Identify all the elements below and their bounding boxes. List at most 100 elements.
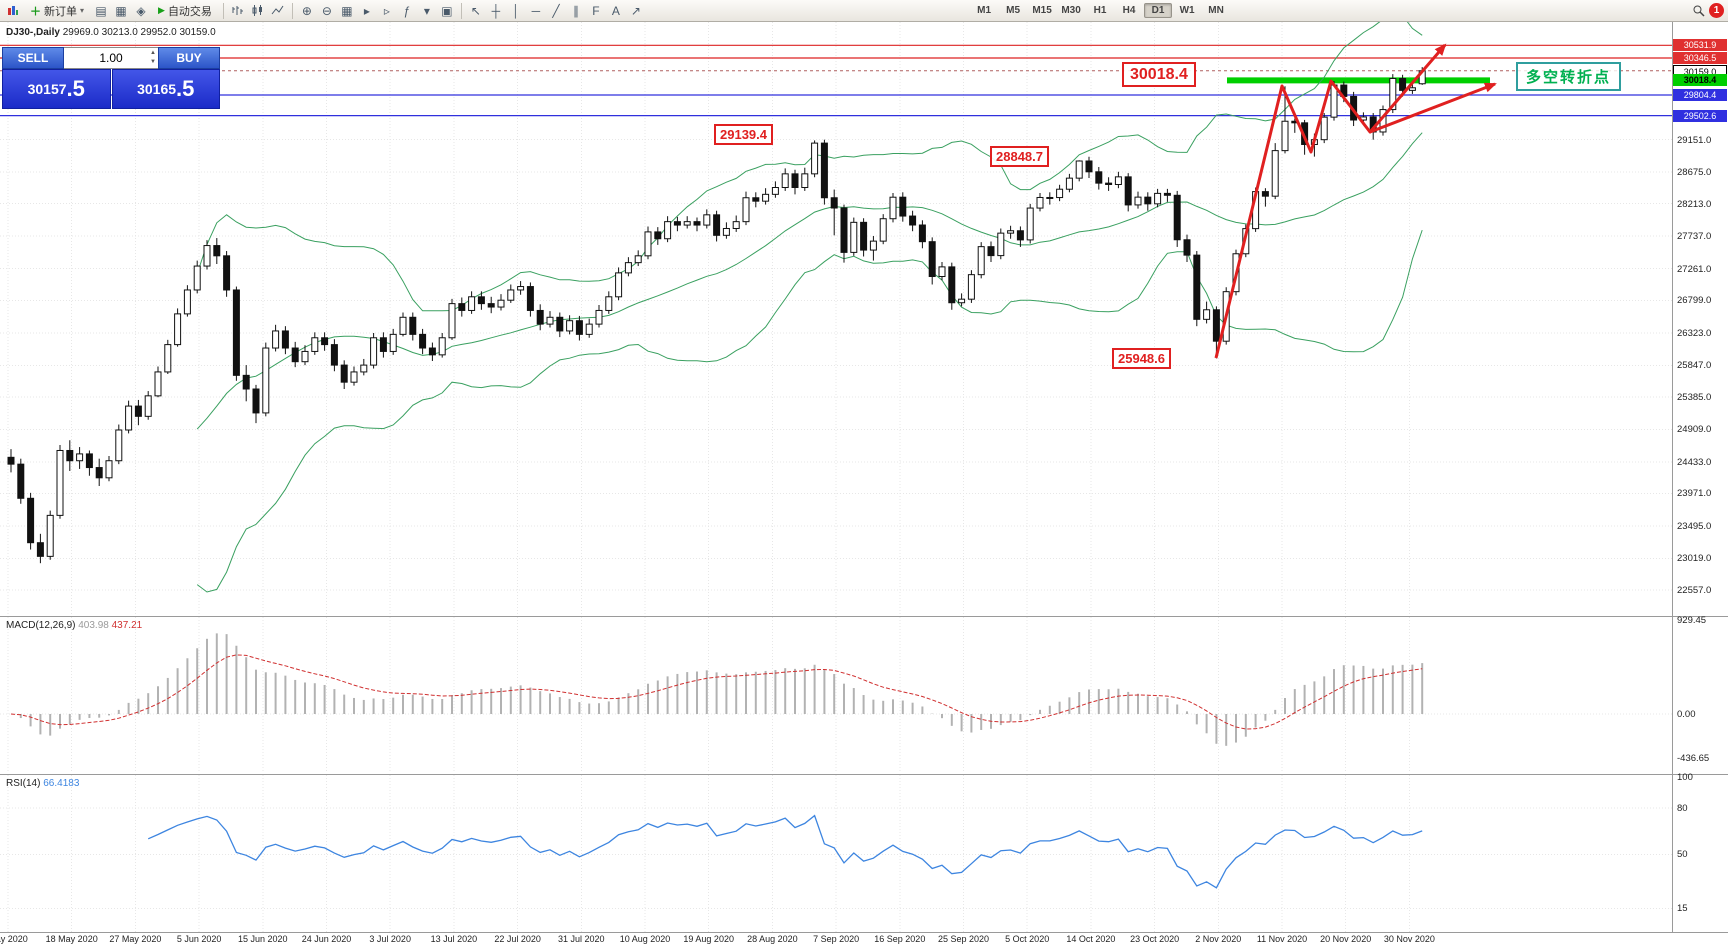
channel-icon[interactable]: ∥ (572, 3, 579, 18)
notification-badge[interactable]: 1 (1709, 3, 1724, 18)
templates-icon[interactable]: ▣ (441, 3, 453, 18)
spinner-down-icon[interactable]: ▼ (150, 59, 156, 65)
volume-spinner[interactable]: ▲ ▼ (150, 49, 156, 67)
volume-input[interactable]: 1.00 ▲ ▼ (64, 47, 158, 69)
price-tag-blue: 29804.4 (1673, 88, 1727, 101)
indicators-icon[interactable]: ƒ (403, 3, 411, 18)
price-axis-label: 25385.0 (1677, 391, 1712, 403)
chevron-down-icon: ▾ (80, 6, 85, 15)
candlestick-series (7, 67, 1426, 564)
tile-windows-icon[interactable]: ▦ (341, 3, 353, 18)
time-axis-label: 27 May 2020 (109, 934, 162, 944)
toolbar: ＋ 新订单 ▾ ▤ ▦ ◈ ▶ 自动交易 ⊕ ⊖ ▦ ▸ ▹ ƒ ▾ ▣ ↖ ┼ (0, 0, 1728, 22)
timeframe-button-h1[interactable]: H1 (1093, 5, 1107, 16)
time-axis-label: 14 Oct 2020 (1066, 934, 1116, 944)
timeframe-button-m5[interactable]: M5 (1006, 5, 1021, 16)
data-window-icon[interactable]: ▦ (115, 3, 127, 18)
buy-price[interactable]: 30165.5 (111, 69, 220, 109)
price-axis-label: 23019.0 (1677, 553, 1712, 565)
rsi-label: RSI(14) (6, 778, 41, 789)
zoom-in-icon[interactable]: ⊕ (301, 3, 312, 18)
rsi-line (147, 814, 1423, 889)
price-axis-label: 26323.0 (1677, 327, 1712, 339)
price-axis-label: 29151.0 (1677, 134, 1712, 146)
time-axis-label: 3 Jul 2020 (369, 934, 411, 944)
periods-dropdown-icon[interactable]: ▾ (423, 3, 430, 18)
timeframe-button-w1[interactable]: W1 (1179, 5, 1195, 16)
timeframe-button-m15[interactable]: M15 (1032, 5, 1052, 16)
navigator-icon[interactable]: ◈ (136, 3, 146, 18)
time-axis-label: 5 Oct 2020 (1005, 934, 1050, 944)
candlestick-chart-icon[interactable] (249, 2, 267, 20)
trendline-icon[interactable]: ╱ (552, 3, 560, 18)
price-axis-label: 25847.0 (1677, 360, 1712, 372)
rsi-header: RSI(14) 66.4183 (6, 778, 79, 789)
search-icon[interactable] (1689, 2, 1707, 20)
time-axis-label: 15 Jun 2020 (238, 934, 288, 944)
arrow-tool-icon[interactable]: ↗ (630, 3, 641, 18)
autotrade-button[interactable]: ▶ 自动交易 (152, 1, 218, 21)
time-axis-label: 13 Jul 2020 (430, 934, 478, 944)
bar-chart-icon[interactable] (229, 2, 247, 20)
new-order-label: 新订单 (44, 5, 77, 18)
market-watch-icon[interactable]: ▤ (95, 3, 107, 18)
rsi-axis-label: 100 (1677, 772, 1693, 783)
vertical-line-icon[interactable]: │ (512, 3, 520, 18)
macd-axis-label: -436.65 (1677, 753, 1710, 765)
time-axis-label: 10 Aug 2020 (619, 934, 671, 944)
price-axis-label: 23971.0 (1677, 488, 1712, 500)
time-axis-label: 7 Sep 2020 (813, 934, 860, 944)
sell-button[interactable]: SELL (2, 47, 64, 69)
play-icon: ▶ (158, 5, 165, 15)
trendline-annotation (1214, 43, 1447, 359)
plus-icon: ＋ (30, 5, 41, 18)
price-axis-label: 26799.0 (1677, 295, 1712, 307)
timeframe-button-d1[interactable]: D1 (1144, 3, 1173, 18)
macd-header: MACD(12,26,9) 403.98 437.21 (6, 620, 142, 631)
price-axis-label: 28675.0 (1677, 167, 1712, 179)
bollinger-bands (196, 14, 1423, 593)
time-axis-label: 20 Nov 2020 (1320, 934, 1372, 944)
time-axis-label: 5 Jun 2020 (176, 934, 222, 944)
timeframe-button-mn[interactable]: MN (1208, 5, 1224, 16)
spinner-up-icon[interactable]: ▲ (150, 50, 156, 56)
macd-value: 403.98 (78, 620, 109, 631)
ohlc-values: 29969.0 30213.0 29952.0 30159.0 (62, 27, 216, 38)
price-tag-green: 30018.4 (1673, 74, 1727, 87)
price-callout[interactable]: 28848.7 (990, 146, 1049, 167)
time-axis-label: 30 Nov 2020 (1383, 934, 1435, 944)
time-axis-label: 28 Aug 2020 (747, 934, 798, 944)
time-axis-label: 24 Jun 2020 (301, 934, 352, 944)
zoom-out-icon[interactable]: ⊖ (321, 3, 332, 18)
timeframe-button-m30[interactable]: M30 (1061, 5, 1081, 16)
horizontal-line-icon[interactable]: ─ (531, 3, 541, 18)
price-callout[interactable]: 25948.6 (1112, 348, 1171, 369)
sell-price[interactable]: 30157.5 (2, 69, 111, 109)
toolbar-separator (460, 2, 462, 19)
timeframe-button-h4[interactable]: H4 (1122, 5, 1136, 16)
line-chart-icon[interactable] (269, 2, 287, 20)
fibonacci-icon[interactable]: F (592, 3, 600, 18)
price-tag-blue: 29502.6 (1673, 109, 1727, 122)
price-callout[interactable]: 29139.4 (714, 124, 773, 145)
auto-scroll-icon[interactable]: ▸ (363, 3, 370, 18)
buy-button[interactable]: BUY (158, 47, 220, 69)
text-icon[interactable]: A (611, 3, 620, 18)
new-order-button[interactable]: ＋ 新订单 ▾ (24, 1, 90, 21)
crosshair-icon[interactable]: ┼ (491, 3, 501, 18)
note-annotation[interactable]: 多空转折点 (1516, 62, 1622, 91)
time-axis-label: May 2020 (0, 934, 28, 944)
macd-histogram (19, 633, 1424, 746)
symbol-title: DJ30-,Daily (6, 27, 60, 38)
time-axis-label: 22 Jul 2020 (494, 934, 541, 944)
timeframe-button-m1[interactable]: M1 (977, 5, 992, 16)
chart-shift-icon[interactable]: ▹ (383, 3, 390, 18)
toolbar-separator (291, 2, 293, 19)
price-callout[interactable]: 30018.4 (1122, 62, 1196, 87)
price-axis-label: 22557.0 (1677, 585, 1712, 597)
price-axis-label: 24433.0 (1677, 456, 1712, 468)
rsi-value: 66.4183 (43, 778, 80, 789)
rsi-axis-label: 80 (1677, 802, 1688, 814)
cursor-icon[interactable]: ↖ (470, 3, 481, 18)
